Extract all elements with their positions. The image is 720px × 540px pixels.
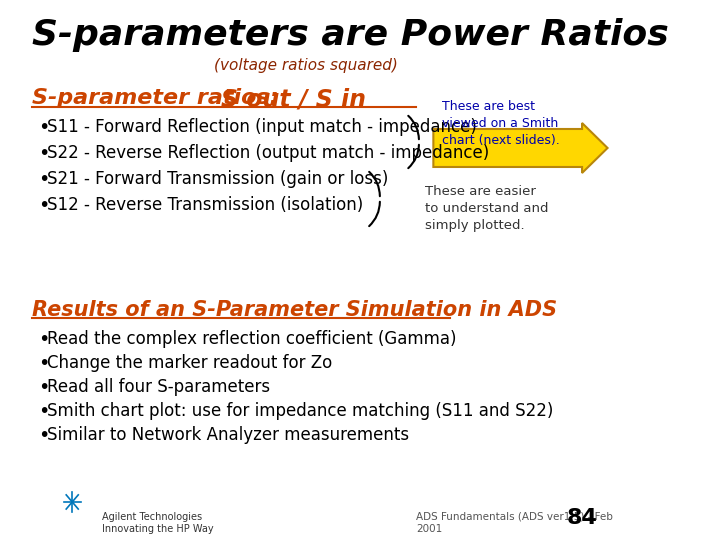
FancyArrow shape (433, 123, 608, 173)
Text: Smith chart plot: use for impedance matching (S11 and S22): Smith chart plot: use for impedance matc… (47, 402, 553, 420)
Text: •: • (38, 378, 50, 397)
Text: •: • (38, 426, 50, 445)
Text: Similar to Network Analyzer measurements: Similar to Network Analyzer measurements (47, 426, 409, 444)
Text: S-parameter ratios:: S-parameter ratios: (32, 88, 294, 108)
Text: S12 - Reverse Transmission (isolation): S12 - Reverse Transmission (isolation) (47, 196, 363, 214)
Text: •: • (38, 170, 50, 189)
Text: S21 - Forward Transmission (gain or loss): S21 - Forward Transmission (gain or loss… (47, 170, 388, 188)
Text: These are easier
to understand and
simply plotted.: These are easier to understand and simpl… (425, 185, 549, 232)
Text: Read the complex reflection coefficient (Gamma): Read the complex reflection coefficient … (47, 330, 456, 348)
Text: 84: 84 (567, 508, 598, 528)
Text: S out / S in: S out / S in (221, 88, 366, 112)
Text: These are best
viewed on a Smith
chart (next slides).: These are best viewed on a Smith chart (… (442, 100, 559, 147)
Text: Agilent Technologies
Innovating the HP Way: Agilent Technologies Innovating the HP W… (102, 512, 214, 534)
Text: S-parameters are Power Ratios: S-parameters are Power Ratios (32, 18, 669, 52)
Text: Change the marker readout for Zo: Change the marker readout for Zo (47, 354, 332, 372)
Text: •: • (38, 354, 50, 373)
Text: •: • (38, 118, 50, 137)
Text: Results of an S-Parameter Simulation in ADS: Results of an S-Parameter Simulation in … (32, 300, 557, 320)
Text: •: • (38, 402, 50, 421)
Text: Read all four S-parameters: Read all four S-parameters (47, 378, 270, 396)
Text: •: • (38, 196, 50, 215)
Text: ADS Fundamentals (ADS ver1.5) - Feb
2001: ADS Fundamentals (ADS ver1.5) - Feb 2001 (416, 512, 613, 534)
Text: (voltage ratios squared): (voltage ratios squared) (214, 58, 398, 73)
Text: S22 - Reverse Reflection (output match - impedance): S22 - Reverse Reflection (output match -… (47, 144, 489, 162)
Text: •: • (38, 144, 50, 163)
Text: S11 - Forward Reflection (input match - impedance): S11 - Forward Reflection (input match - … (47, 118, 477, 136)
Text: •: • (38, 330, 50, 349)
